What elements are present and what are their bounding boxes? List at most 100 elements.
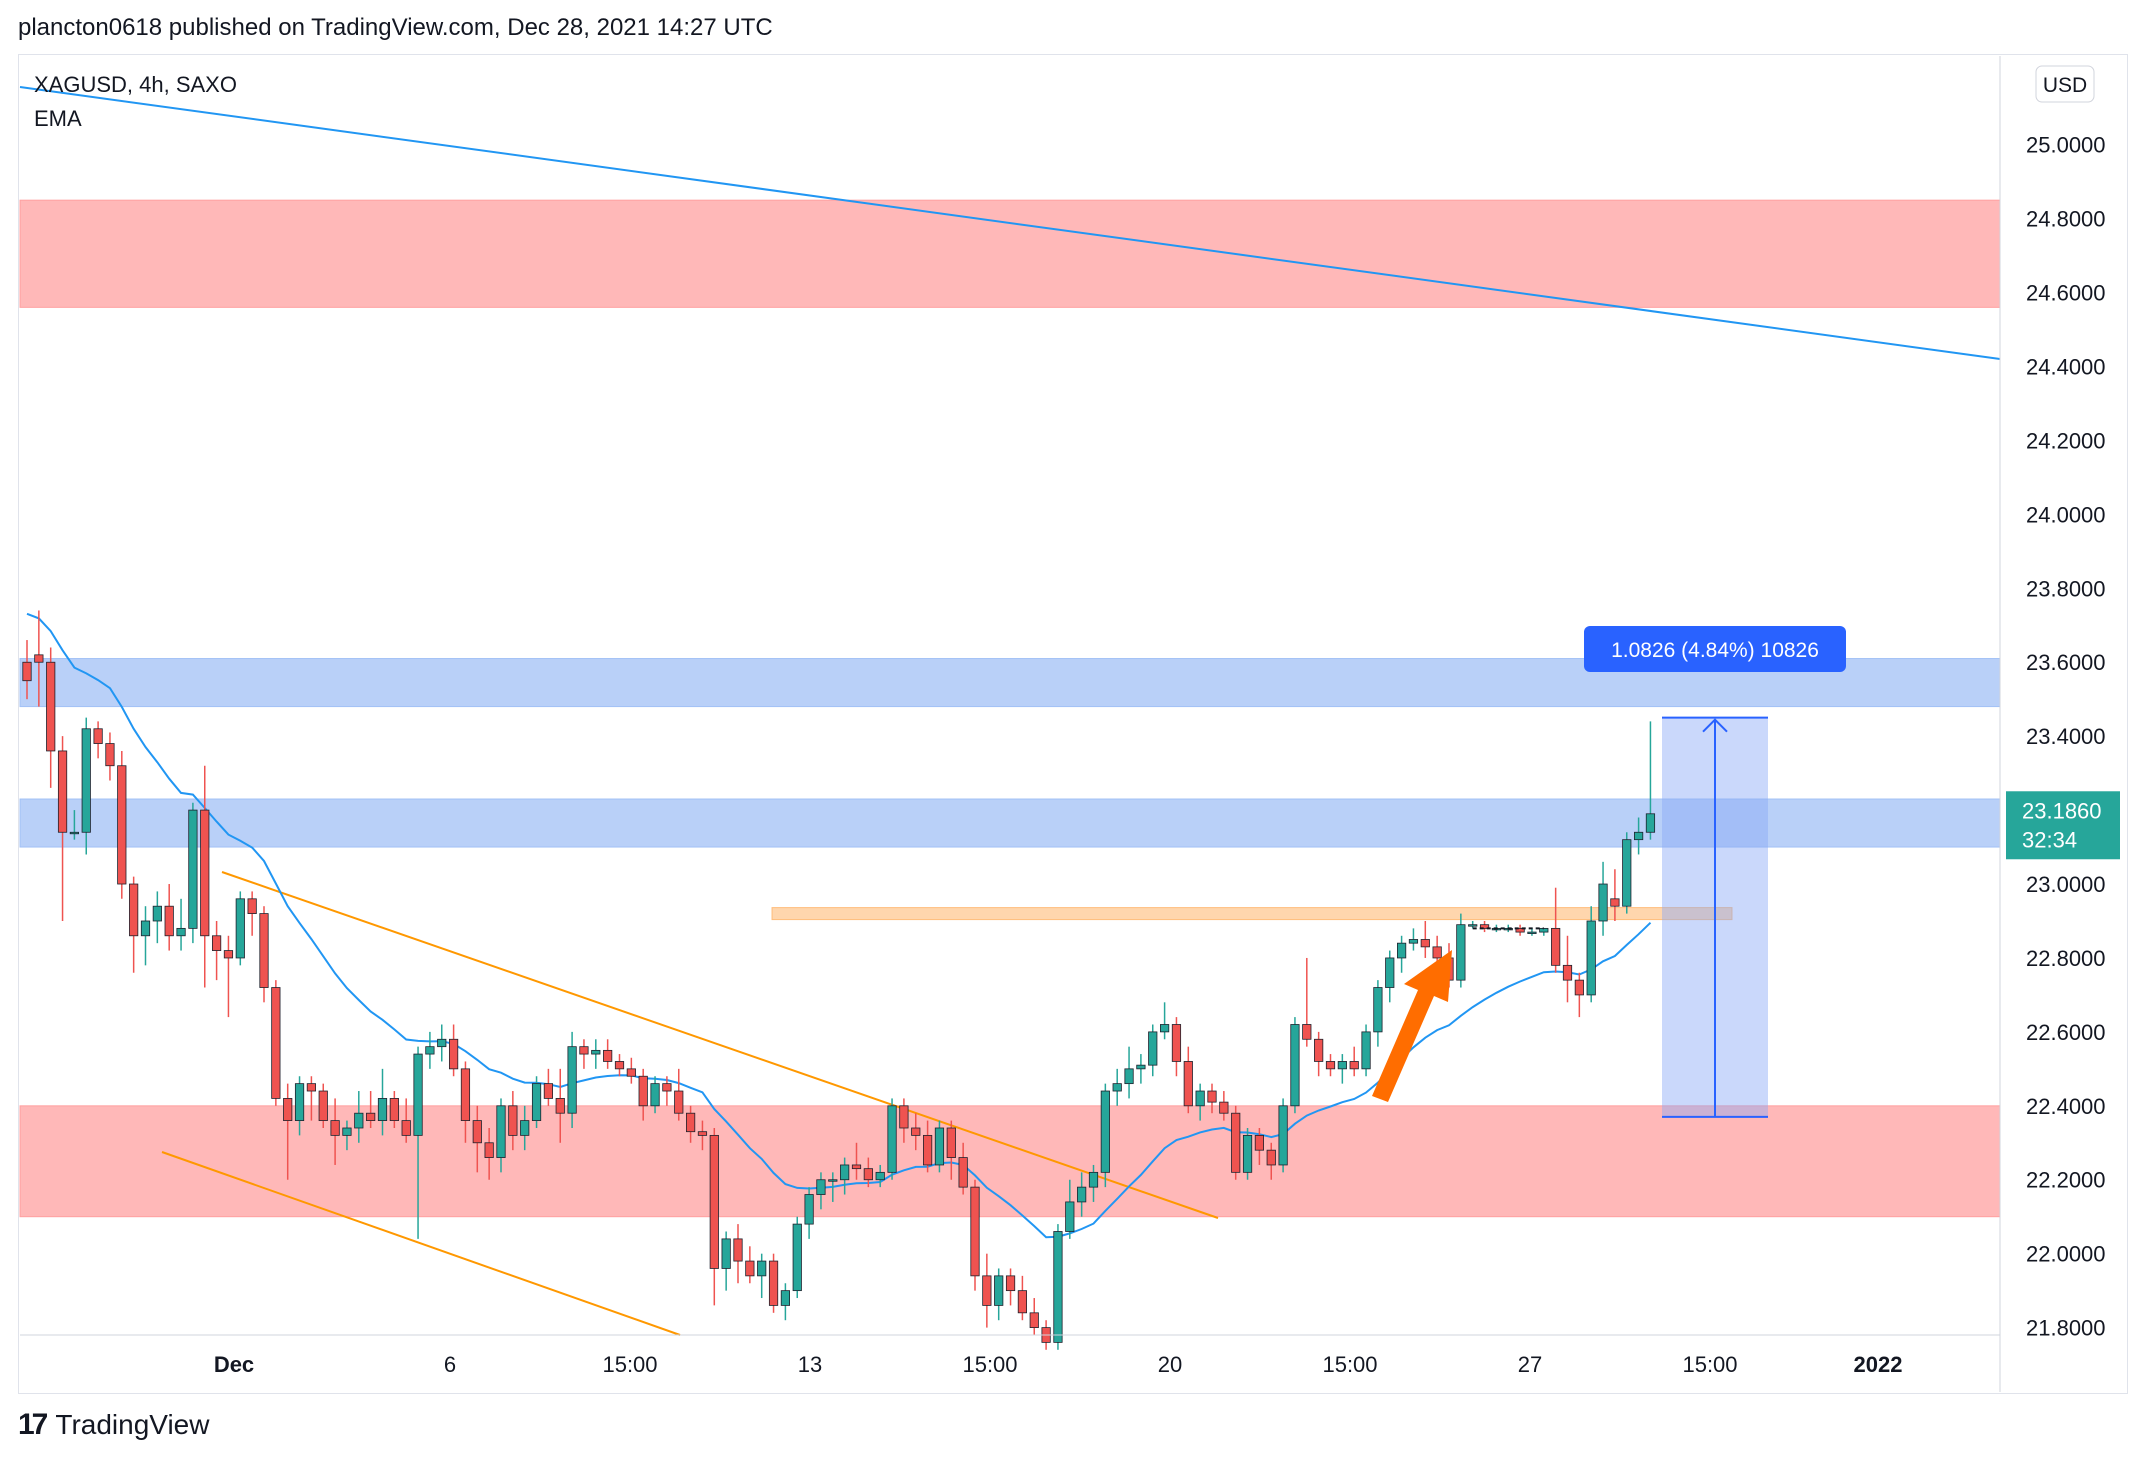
- candle[interactable]: [271, 980, 281, 1106]
- candle[interactable]: [1397, 935, 1407, 973]
- candle[interactable]: [1148, 1024, 1158, 1077]
- candle[interactable]: [1242, 1127, 1253, 1180]
- orange-arrow[interactable]: [1372, 950, 1452, 1102]
- candle[interactable]: [638, 1068, 648, 1121]
- candle[interactable]: [591, 1039, 601, 1069]
- candle[interactable]: [413, 1046, 423, 1239]
- candle[interactable]: [520, 1105, 530, 1151]
- candle[interactable]: [816, 1172, 826, 1210]
- candle[interactable]: [1100, 1083, 1110, 1188]
- candle[interactable]: [69, 810, 79, 840]
- candle[interactable]: [200, 765, 210, 988]
- channel-lower-line[interactable]: [161, 1151, 681, 1336]
- candle[interactable]: [1408, 928, 1419, 951]
- candle[interactable]: [306, 1076, 317, 1121]
- channel-upper-line[interactable]: [221, 871, 1219, 1219]
- candle[interactable]: [1551, 887, 1561, 973]
- candle[interactable]: [484, 1127, 494, 1180]
- candle[interactable]: [674, 1068, 684, 1121]
- candle[interactable]: [579, 1039, 589, 1069]
- candle[interactable]: [1385, 950, 1395, 1003]
- candle[interactable]: [342, 1120, 352, 1151]
- candle[interactable]: [982, 1253, 992, 1328]
- candle[interactable]: [1017, 1275, 1028, 1321]
- resistance-zone-blue-lower[interactable]: [19, 798, 2001, 848]
- candle[interactable]: [389, 1091, 399, 1128]
- candle[interactable]: [792, 1216, 802, 1299]
- candle[interactable]: [1231, 1105, 1241, 1180]
- candle[interactable]: [709, 1127, 719, 1306]
- candle[interactable]: [851, 1142, 862, 1180]
- candle[interactable]: [567, 1031, 577, 1128]
- candle[interactable]: [152, 891, 162, 944]
- candle[interactable]: [401, 1098, 411, 1143]
- candle[interactable]: [1337, 1054, 1347, 1084]
- support-zone-bottom[interactable]: [19, 1105, 2001, 1218]
- candle[interactable]: [57, 736, 68, 921]
- candle[interactable]: [259, 906, 269, 1003]
- candle[interactable]: [863, 1157, 873, 1188]
- candle[interactable]: [757, 1253, 767, 1299]
- candle[interactable]: [1207, 1083, 1217, 1114]
- candle[interactable]: [1361, 1024, 1371, 1077]
- candle[interactable]: [1420, 920, 1430, 958]
- candle[interactable]: [105, 732, 115, 781]
- candle[interactable]: [164, 884, 174, 951]
- candle[interactable]: [294, 1076, 305, 1136]
- candle[interactable]: [1527, 928, 1537, 936]
- candle[interactable]: [508, 1091, 518, 1151]
- candle[interactable]: [496, 1098, 506, 1173]
- breakout-level-band[interactable]: [771, 907, 1733, 921]
- candle[interactable]: [235, 891, 245, 966]
- candle[interactable]: [887, 1098, 897, 1180]
- candle[interactable]: [1088, 1164, 1099, 1202]
- tradingview-logo[interactable]: 17 TradingView: [18, 1408, 209, 1442]
- candle[interactable]: [318, 1083, 328, 1128]
- candle[interactable]: [330, 1098, 340, 1165]
- candle[interactable]: [140, 906, 151, 966]
- candle[interactable]: [211, 920, 222, 981]
- candle[interactable]: [1065, 1179, 1075, 1239]
- candle[interactable]: [1598, 861, 1608, 936]
- candle[interactable]: [994, 1268, 1004, 1321]
- candle[interactable]: [1325, 1054, 1336, 1077]
- candle[interactable]: [1468, 920, 1478, 929]
- candle[interactable]: [662, 1076, 672, 1106]
- chart-frame[interactable]: [18, 54, 2128, 1394]
- candle[interactable]: [1634, 817, 1644, 855]
- candle[interactable]: [437, 1024, 447, 1062]
- candle[interactable]: [1302, 957, 1312, 1047]
- candle[interactable]: [1574, 972, 1584, 1018]
- candle[interactable]: [283, 1083, 293, 1180]
- resistance-zone-top[interactable]: [19, 199, 2001, 308]
- candle[interactable]: [1005, 1268, 1016, 1306]
- candle[interactable]: [686, 1105, 696, 1143]
- currency-badge[interactable]: [2035, 65, 2095, 103]
- candle[interactable]: [1112, 1068, 1122, 1106]
- candle[interactable]: [1456, 913, 1466, 988]
- candle[interactable]: [1195, 1083, 1205, 1121]
- candle[interactable]: [768, 1253, 779, 1313]
- candle[interactable]: [1479, 920, 1490, 933]
- candle[interactable]: [247, 891, 257, 936]
- candle[interactable]: [828, 1172, 838, 1202]
- candle[interactable]: [1053, 1224, 1063, 1350]
- candle[interactable]: [460, 1061, 471, 1143]
- candle[interactable]: [1160, 1002, 1170, 1040]
- candle[interactable]: [1539, 927, 1549, 936]
- candle[interactable]: [354, 1091, 364, 1143]
- candle[interactable]: [1029, 1298, 1039, 1335]
- candle[interactable]: [923, 1120, 933, 1173]
- candle[interactable]: [1171, 1017, 1182, 1077]
- candle[interactable]: [1562, 935, 1573, 1003]
- descending-trendline[interactable]: [19, 86, 2001, 360]
- candle[interactable]: [555, 1068, 565, 1143]
- candle[interactable]: [531, 1076, 542, 1128]
- candle[interactable]: [129, 876, 139, 973]
- last-price-badge[interactable]: [2006, 791, 2120, 860]
- candle[interactable]: [1077, 1172, 1087, 1217]
- candle[interactable]: [81, 717, 91, 855]
- candle[interactable]: [34, 610, 44, 707]
- candle[interactable]: [472, 1105, 482, 1173]
- candle[interactable]: [626, 1057, 636, 1084]
